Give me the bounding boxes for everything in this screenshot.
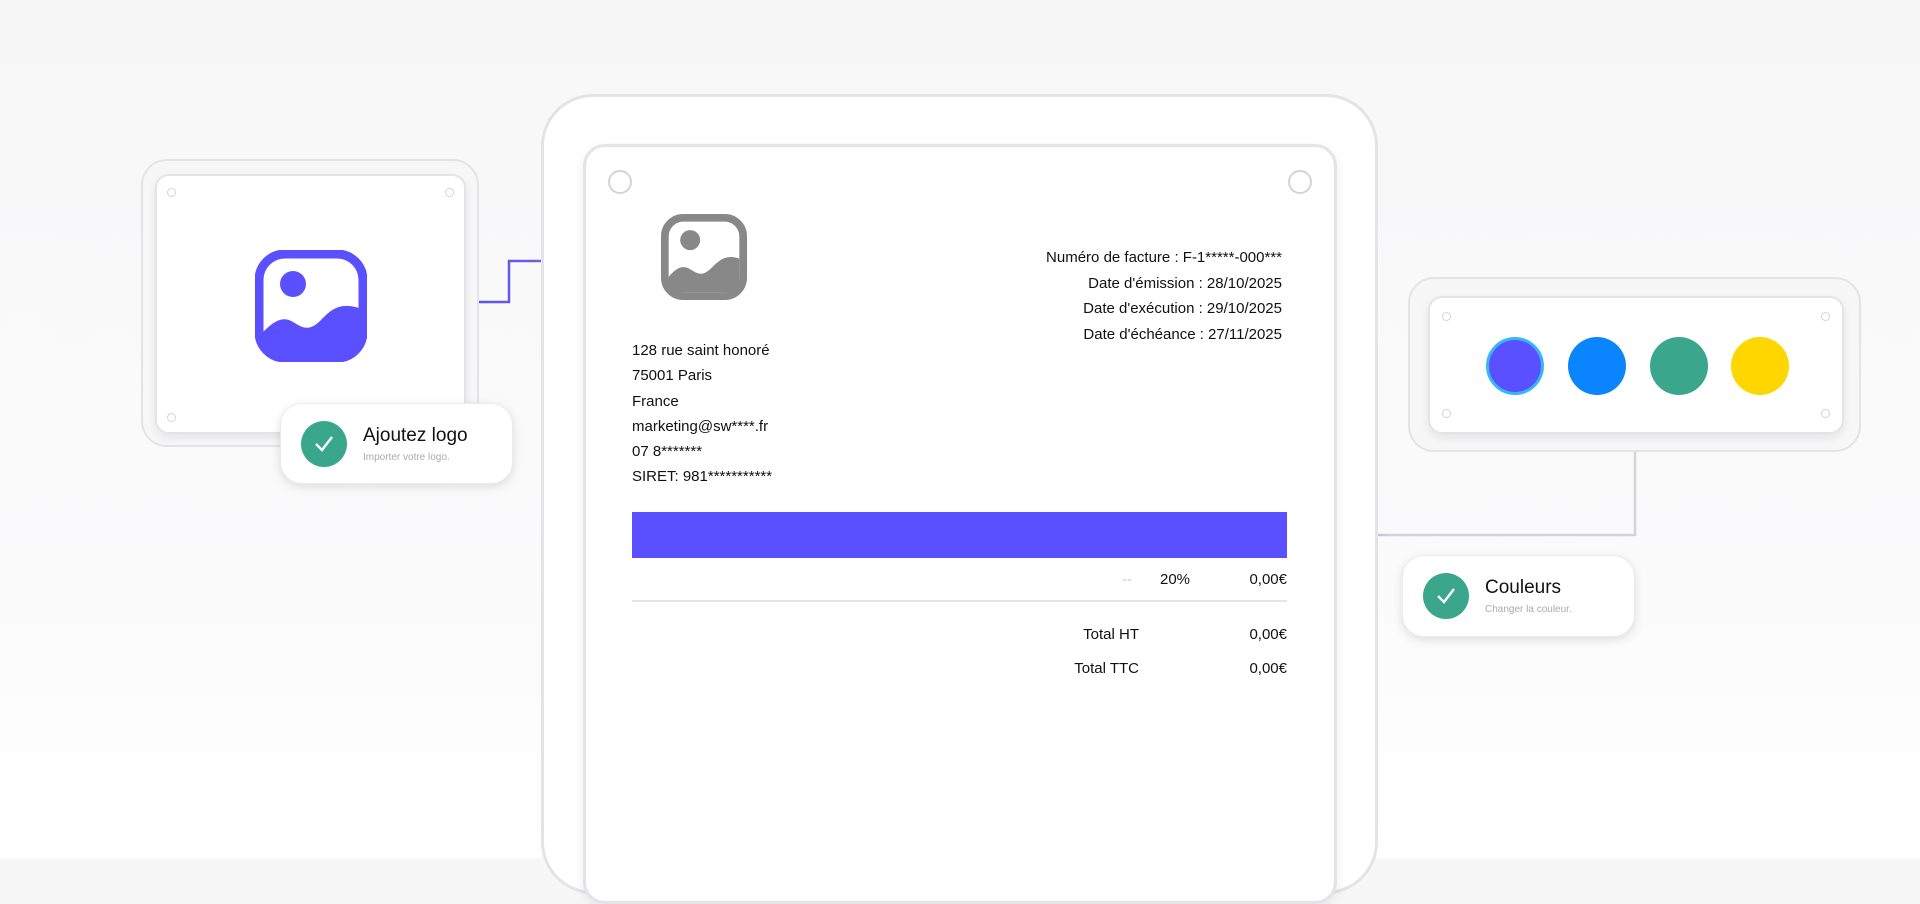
color-picker xyxy=(1428,296,1844,434)
check-icon xyxy=(301,420,347,467)
color-tooltip[interactable]: Couleurs Changer la couleur. xyxy=(1402,555,1635,637)
phone: 07 8******* xyxy=(632,443,703,461)
execution-date: Date d'exécution : 29/10/2025 xyxy=(1083,300,1282,317)
total-ht-label: Total HT xyxy=(1083,626,1139,643)
logo-subtitle: Importer votre logo. xyxy=(363,451,450,463)
company-address: 128 rue saint honoré 75001 Paris France … xyxy=(632,342,772,494)
issue-date: Date d'émission : 28/10/2025 xyxy=(1088,274,1282,292)
check-icon xyxy=(1423,573,1469,619)
address-line: France xyxy=(632,392,679,410)
color-swatch-yellow[interactable] xyxy=(1731,337,1789,395)
invoice-meta: Numéro de facture : F-1*****-000*** Date… xyxy=(1046,249,1282,351)
color-subtitle: Changer la couleur. xyxy=(1485,604,1572,615)
total-ttc-value: 0,00€ xyxy=(1249,660,1287,677)
row-quantity: -- xyxy=(1122,571,1132,588)
logo-card xyxy=(141,159,479,447)
divider xyxy=(632,600,1287,602)
invoice-number: Numéro de facture : F-1*****-000*** xyxy=(1046,249,1282,266)
logo-dropzone[interactable] xyxy=(155,174,466,434)
color-card xyxy=(1408,277,1861,452)
color-title: Couleurs xyxy=(1485,577,1562,598)
total-ttc-label: Total TTC xyxy=(1074,660,1139,677)
invoice-table-header-bar xyxy=(632,512,1287,558)
invoice-logo-placeholder-icon xyxy=(661,214,747,300)
image-icon xyxy=(255,250,367,362)
address-line: 75001 Paris xyxy=(632,367,713,385)
address-line: 128 rue saint honoré xyxy=(632,342,770,359)
email: marketing@sw****.fr xyxy=(632,417,769,435)
due-date: Date d'échéance : 27/11/2025 xyxy=(1083,325,1282,343)
logo-tooltip[interactable]: Ajoutez logo Importer votre logo. xyxy=(280,403,513,484)
color-swatch-green[interactable] xyxy=(1650,337,1708,395)
row-vat: 20% xyxy=(1160,571,1191,588)
total-ht-value: 0,00€ xyxy=(1249,626,1287,643)
color-swatch-blue[interactable] xyxy=(1568,337,1626,395)
row-amount: 0,00€ xyxy=(1249,571,1287,588)
logo-title: Ajoutez logo xyxy=(363,424,468,446)
color-swatch-purple[interactable] xyxy=(1486,337,1544,395)
siret: SIRET: 981*********** xyxy=(632,468,773,486)
